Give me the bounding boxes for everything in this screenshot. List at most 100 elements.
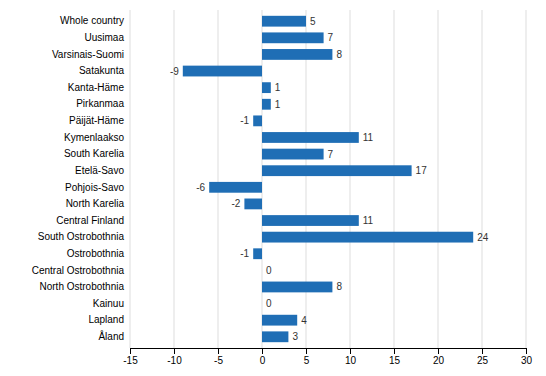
x-tick-mark bbox=[262, 348, 263, 354]
data-label: 0 bbox=[266, 298, 272, 309]
x-tick-mark bbox=[394, 348, 395, 354]
data-label: 7 bbox=[328, 149, 334, 160]
grid-line bbox=[130, 10, 131, 348]
x-tick-label: 20 bbox=[433, 355, 445, 366]
bar bbox=[262, 82, 271, 93]
y-tick-label: Kanta-Häme bbox=[68, 82, 125, 93]
y-tick: Varsinais-Suomi bbox=[52, 49, 124, 60]
x-tick: 25 bbox=[477, 348, 489, 366]
x-tick-mark bbox=[438, 348, 439, 354]
y-tick-label: Varsinais-Suomi bbox=[52, 49, 124, 60]
y-tick: South Karelia bbox=[64, 148, 124, 159]
y-tick-label: Kainuu bbox=[93, 298, 124, 309]
y-axis: Whole country Uusimaa Varsinais-Suomi Satak… bbox=[32, 15, 125, 342]
x-tick-mark bbox=[130, 348, 131, 354]
bar bbox=[262, 49, 332, 60]
y-tick-label: Central Ostrobothnia bbox=[32, 265, 125, 276]
chart: -15-10-5051015202530Whole countryUusimaa… bbox=[0, 0, 546, 376]
grid-line bbox=[350, 10, 351, 348]
y-tick-label: Satakunta bbox=[79, 65, 124, 76]
data-label: 24 bbox=[477, 232, 489, 243]
bar bbox=[262, 282, 332, 293]
y-tick: Pohjois-Savo bbox=[65, 182, 124, 193]
data-label: 3 bbox=[292, 331, 298, 342]
data-label: -1 bbox=[240, 115, 249, 126]
data-label: 1 bbox=[275, 99, 281, 110]
x-tick-mark bbox=[218, 348, 219, 354]
bar bbox=[262, 215, 359, 226]
bars bbox=[183, 16, 473, 342]
bar bbox=[262, 165, 412, 176]
x-tick-label: 15 bbox=[389, 355, 401, 366]
x-tick-mark bbox=[350, 348, 351, 354]
x-tick-mark bbox=[526, 348, 527, 354]
y-tick-label: Åland bbox=[98, 330, 124, 342]
y-tick: North Ostrobothnia bbox=[40, 281, 125, 292]
x-tick-label: 30 bbox=[521, 355, 533, 366]
y-tick: Central Finland bbox=[56, 215, 124, 226]
y-tick-label: North Karelia bbox=[66, 198, 125, 209]
x-tick: -15 bbox=[123, 348, 138, 366]
bar bbox=[262, 32, 324, 43]
bar bbox=[253, 115, 262, 126]
data-label: 4 bbox=[301, 315, 307, 326]
data-label: 5 bbox=[310, 16, 316, 27]
bar bbox=[262, 331, 288, 342]
x-axis: -15 -10 -5 0 5 10 15 20 25 30 bbox=[123, 348, 532, 366]
data-label: -9 bbox=[170, 66, 179, 77]
y-tick: Satakunta bbox=[79, 65, 124, 76]
y-tick-label: Etelä-Savo bbox=[75, 165, 124, 176]
x-tick: -5 bbox=[214, 348, 223, 366]
x-tick-label: 0 bbox=[260, 355, 266, 366]
y-tick: Pirkanmaa bbox=[76, 98, 124, 109]
x-tick: 0 bbox=[260, 348, 266, 366]
y-tick: Whole country bbox=[60, 15, 124, 26]
bar bbox=[262, 99, 271, 110]
y-tick-label: Ostrobothnia bbox=[67, 248, 125, 259]
data-label: 11 bbox=[363, 132, 374, 143]
x-tick-mark bbox=[482, 348, 483, 354]
x-tick: 10 bbox=[345, 348, 357, 366]
y-tick-label: Pohjois-Savo bbox=[65, 182, 124, 193]
x-tick: 15 bbox=[389, 348, 401, 366]
x-tick: 30 bbox=[521, 348, 533, 366]
grid-line bbox=[218, 10, 219, 348]
data-label: -2 bbox=[231, 198, 240, 209]
y-tick: Kanta-Häme bbox=[68, 82, 125, 93]
x-tick: -10 bbox=[167, 348, 182, 366]
grid-line bbox=[394, 10, 395, 348]
data-label: 7 bbox=[328, 32, 334, 43]
x-tick-mark bbox=[174, 348, 175, 354]
y-tick: Åland bbox=[98, 330, 124, 342]
y-tick-label: Uusimaa bbox=[85, 32, 125, 43]
x-tick-label: 5 bbox=[304, 355, 310, 366]
plot: -15-10-5051015202530Whole countryUusimaa… bbox=[32, 10, 533, 366]
y-tick: Uusimaa bbox=[85, 32, 125, 43]
data-label: -6 bbox=[196, 182, 205, 193]
x-tick-label: 25 bbox=[477, 355, 489, 366]
y-tick-label: South Ostrobothnia bbox=[38, 231, 125, 242]
data-label: 1 bbox=[275, 82, 281, 93]
y-tick: Central Ostrobothnia bbox=[32, 265, 125, 276]
x-axis-line bbox=[131, 349, 527, 355]
data-label: 8 bbox=[336, 281, 342, 292]
grid-line bbox=[262, 10, 263, 348]
x-tick-mark bbox=[306, 348, 307, 354]
x-tick: 20 bbox=[433, 348, 445, 366]
data-label: -1 bbox=[240, 248, 249, 259]
bar bbox=[262, 132, 359, 143]
grid bbox=[130, 10, 526, 348]
y-tick-label: Central Finland bbox=[56, 215, 124, 226]
data-labels: 578-911-111717-6-21124-108043 bbox=[170, 16, 489, 343]
y-tick-label: North Ostrobothnia bbox=[40, 281, 125, 292]
data-label: 8 bbox=[336, 49, 342, 60]
grid-line bbox=[482, 10, 483, 348]
data-label: 17 bbox=[416, 165, 428, 176]
bar bbox=[244, 199, 262, 210]
data-label: 0 bbox=[266, 265, 272, 276]
y-tick: Päijät-Häme bbox=[69, 115, 124, 126]
y-tick: Ostrobothnia bbox=[67, 248, 125, 259]
bar bbox=[262, 16, 306, 27]
y-tick: North Karelia bbox=[66, 198, 125, 209]
y-tick-label: Pirkanmaa bbox=[76, 98, 124, 109]
